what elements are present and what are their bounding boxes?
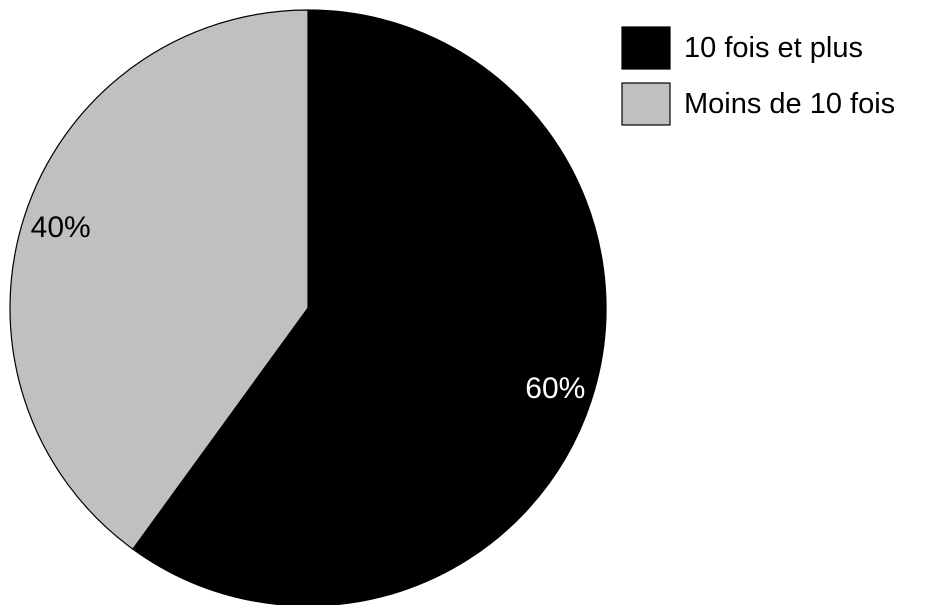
pie-slice-label-1: 60%	[525, 372, 585, 405]
pie-slice-labels: 60% 40%	[31, 211, 586, 405]
pie-slice-2	[9, 9, 309, 550]
legend-label-2: Moins de 10 fois	[684, 88, 895, 120]
legend: 10 fois et plus Moins de 10 fois	[621, 26, 895, 126]
pie-slice-label-2: 40%	[31, 211, 91, 244]
legend-swatch-1	[621, 26, 671, 70]
legend-label-1: 10 fois et plus	[684, 32, 863, 64]
pie-slices	[9, 9, 607, 607]
legend-swatch-2	[621, 82, 671, 126]
